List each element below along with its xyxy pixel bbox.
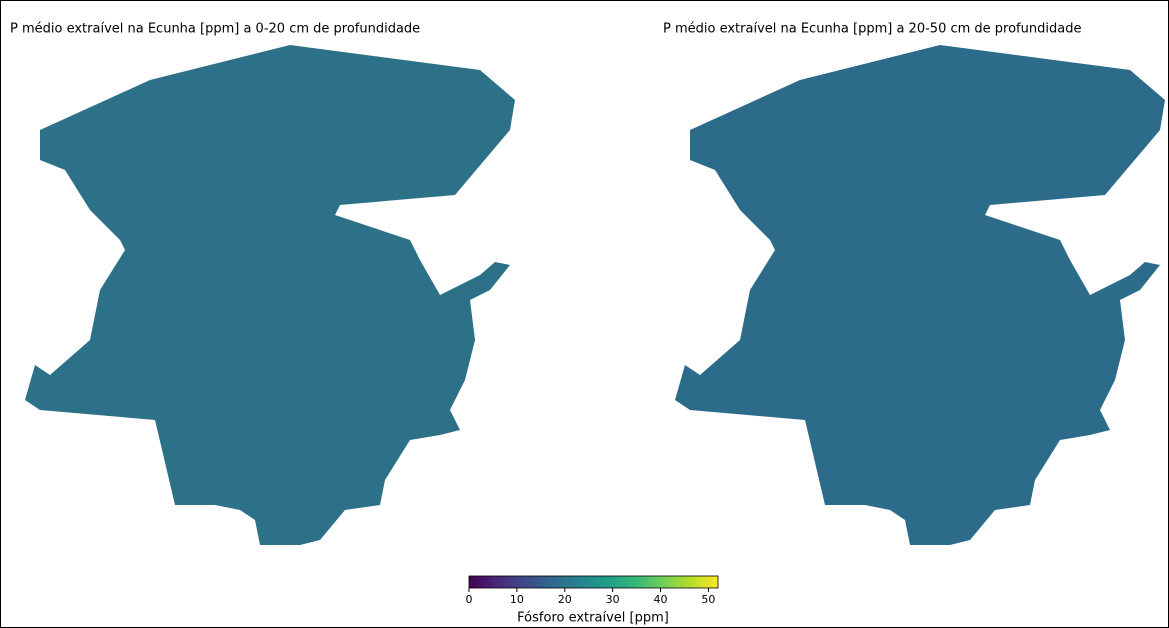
colorbar-tick-label: 40 (654, 593, 668, 606)
colorbar (469, 576, 718, 588)
colorbar-tick-label: 30 (606, 593, 620, 606)
colorbar-tick-label: 50 (701, 593, 715, 606)
colorbar-tick-label: 0 (466, 593, 473, 606)
map-right (675, 45, 1165, 545)
map-title: P médio extraível na Ecunha [ppm] a 20-5… (663, 22, 1081, 37)
colorbar-tick-label: 20 (558, 593, 572, 606)
colorbar-tick-label: 10 (510, 593, 524, 606)
map-left (25, 45, 515, 545)
colorbar-label: Fósforo extraível [ppm] (517, 611, 669, 626)
figure: P médio extraível na Ecunha [ppm] a 0-20… (0, 0, 1169, 628)
map-title: P médio extraível na Ecunha [ppm] a 0-20… (10, 22, 420, 37)
